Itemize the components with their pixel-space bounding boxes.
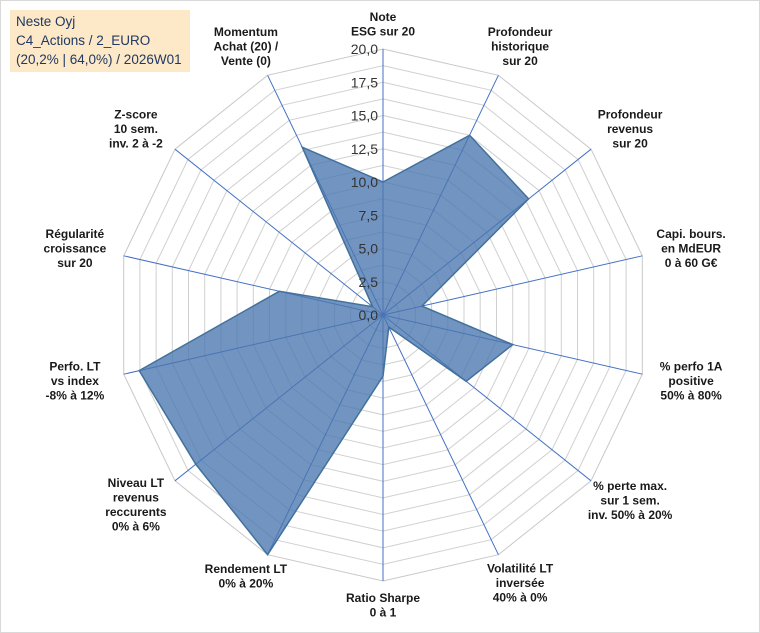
tick-label: 15,0 [351,108,378,124]
axis-label-9: Niveau LT revenus reccurents 0% à 6% [105,476,167,534]
tick-label: 7,5 [359,207,379,223]
tick-label: 0,0 [359,307,379,323]
tick-label: 2,5 [359,274,379,290]
axis-label-10: Perfo. LT vs index -8% à 12% [46,360,105,403]
spoke-6 [382,314,499,555]
axis-label-0: Note ESG sur 20 [351,10,415,39]
axis-label-12: Z-score 10 sem. inv. 2 à -2 [109,108,163,151]
info-box: Neste Oyj C4_Actions / 2_EURO (20,2% | 6… [10,10,190,72]
tick-label: 17,5 [351,74,378,90]
axis-label-6: Volatilité LT inversée 40% à 0% [487,562,554,605]
axis-label-8: Rendement LT 0% à 20% [205,562,288,591]
axis-label-3: Capi. bours. en MdEUR 0 à 60 G€ [656,227,725,270]
stats-line: (20,2% | 64,0%) / 2026W01 [16,52,182,67]
axis-label-4: % perfo 1A positive 50% à 80% [660,360,723,403]
tick-label: 10,0 [351,174,378,190]
tick-label: 12,5 [351,141,378,157]
axis-label-1: Profondeur historique sur 20 [488,25,553,68]
tick-layer: 0,0 2,5 5,0 7,5 10,0 12,5 15,0 17,5 20,0 [351,41,378,323]
category-line: C4_Actions / 2_EURO [16,33,151,48]
axis-label-13: Momentum Achat (20) / Vente (0) [214,25,279,68]
axis-label-layer: Note ESG sur 20 Profondeur historique sur 20… [44,10,726,620]
axis-label-11: Régularité croissance sur 20 [44,227,107,270]
series-area [138,134,530,556]
company-name: Neste Oyj [16,14,76,29]
tick-label: 20,0 [351,41,378,57]
spoke-12 [174,148,384,316]
spoke-3 [382,255,643,316]
axis-label-5: % perte max. sur 1 sem. inv. 50% à 20% [588,479,673,522]
axis-label-7: Ratio Sharpe 0 à 1 [346,591,420,620]
series-layer [138,134,530,556]
tick-label: 5,0 [359,241,379,257]
axis-label-2: Profondeur revenus sur 20 [598,108,663,151]
